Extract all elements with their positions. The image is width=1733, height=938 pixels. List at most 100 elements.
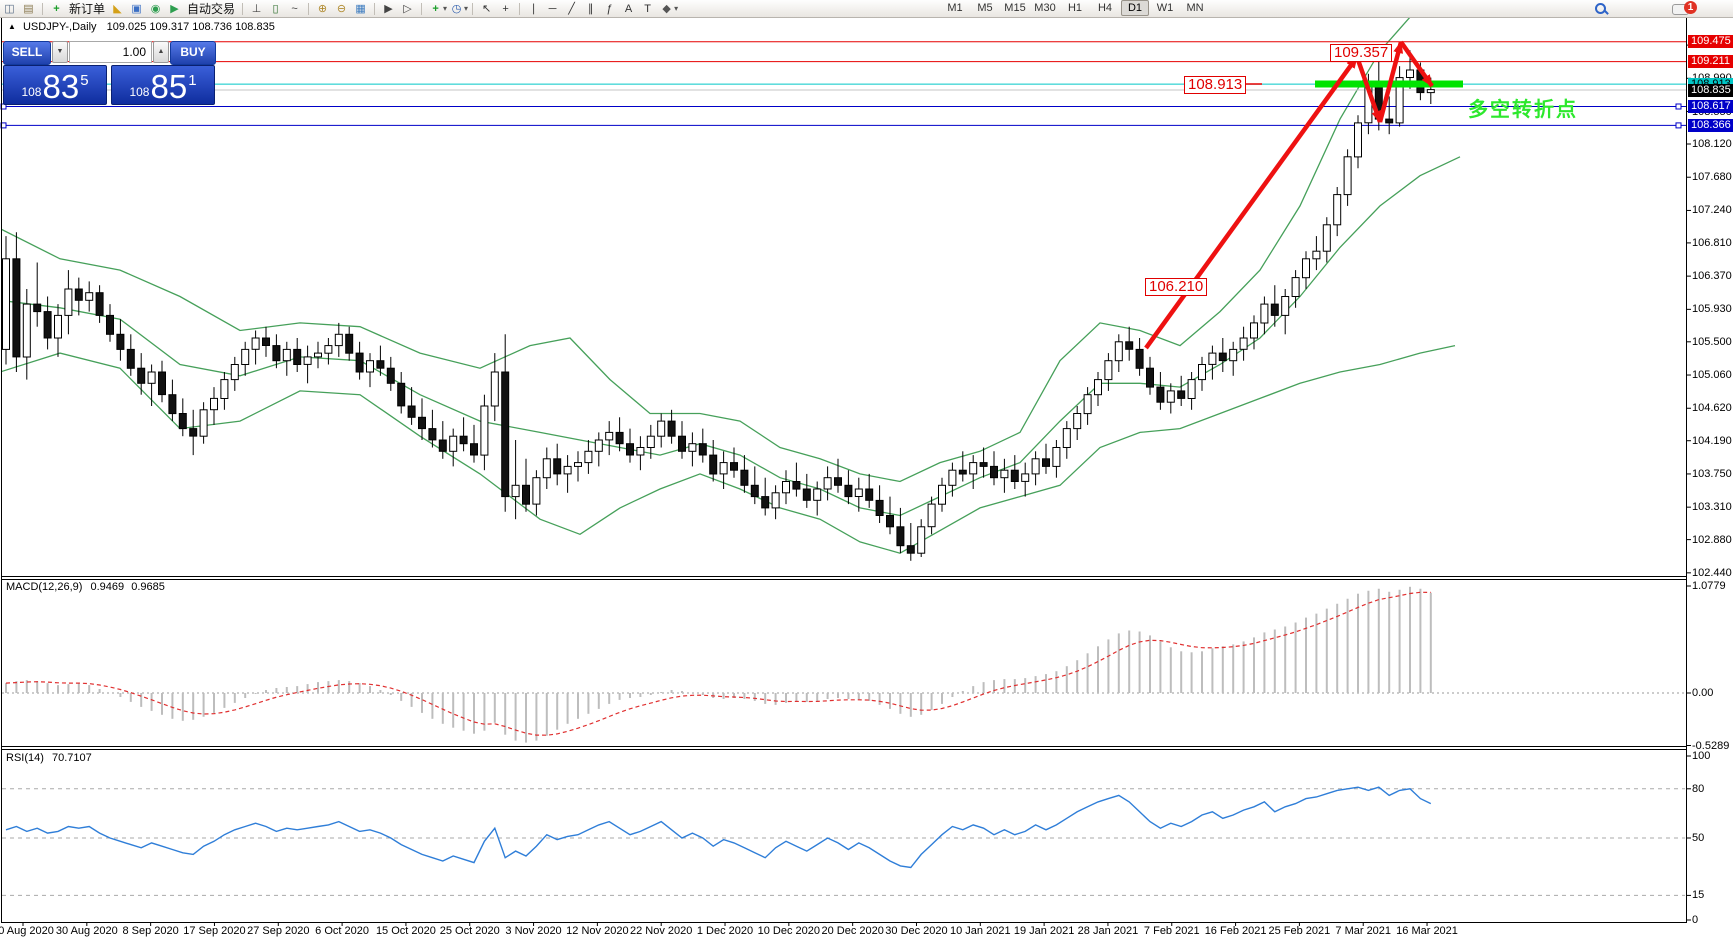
chart-profiles-icon[interactable]: ▤ bbox=[23, 2, 34, 15]
toolbar-separator bbox=[472, 2, 474, 15]
line-handle[interactable] bbox=[1675, 122, 1682, 129]
trend-arrow-2[interactable] bbox=[1377, 41, 1404, 123]
sell-price-panel[interactable]: 108 83 5 bbox=[3, 65, 107, 105]
add-indicator-icon[interactable]: + bbox=[432, 2, 439, 15]
date-label: 19 Jan 2021 bbox=[1013, 925, 1075, 937]
macd-indicator bbox=[2, 586, 1685, 743]
price-tick-label: 105.930 bbox=[1692, 303, 1732, 316]
sell-button[interactable]: SELL bbox=[3, 41, 51, 65]
date-label: 20 Dec 2020 bbox=[821, 925, 884, 937]
annotation-support-price[interactable]: 108.913 bbox=[1184, 76, 1247, 94]
timeframe-button-M5[interactable]: M5 bbox=[977, 2, 993, 14]
channel-icon[interactable]: ∥ bbox=[587, 2, 594, 15]
timeframe-button-W1[interactable]: W1 bbox=[1156, 2, 1174, 14]
terminal-icon[interactable]: ▣ bbox=[131, 2, 142, 15]
date-label: 7 Mar 2021 bbox=[1335, 925, 1392, 937]
tile-windows-icon[interactable]: ▦ bbox=[355, 2, 366, 15]
price-tick-label: 107.240 bbox=[1692, 204, 1732, 217]
collapse-icon[interactable]: ▲ bbox=[8, 22, 16, 31]
volume-increase-button[interactable]: ▲ bbox=[153, 41, 169, 63]
search-icon[interactable] bbox=[1594, 2, 1610, 16]
date-label: 22 Nov 2020 bbox=[629, 925, 693, 937]
buy-button[interactable]: BUY bbox=[170, 41, 216, 65]
fibonacci-icon[interactable]: ƒ bbox=[606, 2, 613, 15]
chart-shift-icon[interactable]: ▷ bbox=[403, 2, 412, 15]
autotrading-icon[interactable]: ▶ bbox=[170, 2, 179, 15]
rsi-tick-label: 15 bbox=[1692, 889, 1705, 902]
trend-arrow-1[interactable] bbox=[1354, 56, 1383, 123]
toolbar-separator bbox=[308, 2, 310, 15]
shapes-icon-caret[interactable]: ▾ bbox=[674, 4, 679, 13]
price-tick-label: 103.750 bbox=[1692, 467, 1732, 480]
crosshair-icon[interactable]: + bbox=[502, 2, 509, 15]
macd-main-value: 0.9469 bbox=[90, 581, 125, 593]
rsi-label: RSI(14) 70.7107 bbox=[6, 752, 92, 764]
chat-notification-badge: 1 bbox=[1684, 1, 1697, 14]
horizontal-line-icon[interactable]: ─ bbox=[548, 2, 557, 15]
annotation-turning-point-text[interactable]: 多空转折点 bbox=[1468, 99, 1578, 121]
periods-clock-icon[interactable]: ◷ bbox=[451, 2, 462, 15]
chart-ohlc-values: 109.025 109.317 108.736 108.835 bbox=[106, 21, 275, 33]
date-label: 17 Sep 2020 bbox=[183, 925, 246, 937]
trade-controls-row: SELL ▼ 1.00 ▲ BUY bbox=[3, 41, 219, 65]
date-label: 3 Nov 2020 bbox=[505, 925, 562, 937]
price-tick-label: 102.880 bbox=[1692, 533, 1732, 546]
macd-signal-value: 0.9685 bbox=[131, 581, 165, 593]
new-order-icon[interactable]: + bbox=[53, 2, 60, 15]
autotrading-label[interactable]: 自动交易 bbox=[187, 1, 236, 16]
price-tick-label: 105.060 bbox=[1692, 369, 1732, 382]
timeframe-button-M15[interactable]: M15 bbox=[1004, 2, 1026, 14]
chat-icon[interactable]: 1 bbox=[1672, 1, 1702, 16]
timeframe-button-H1[interactable]: H1 bbox=[1067, 2, 1083, 14]
toolbar-groups: ◫ ▤ + 新订单 ◣ ▣ ◉ ▶ 自动交易 ⊥ ▯ ~ ⊕ ⊖ ▦ ▶ ▷ + ▾ ◷ ▾ ↖ + ∣ ─ ╱ ∥ ƒ A T ◆ ▾ bbox=[0, 1, 678, 17]
chart-line-icon[interactable]: ~ bbox=[291, 2, 298, 15]
price-tick-label: 103.310 bbox=[1692, 501, 1732, 514]
timeframe-button-M1[interactable]: M1 bbox=[947, 2, 963, 14]
new-chart-icon[interactable]: ◫ bbox=[4, 2, 15, 15]
trend-arrow-0[interactable] bbox=[1144, 55, 1359, 350]
periods-clock-icon-caret[interactable]: ▾ bbox=[464, 4, 469, 13]
shapes-icon[interactable]: ◆ bbox=[662, 2, 671, 15]
text-icon[interactable]: A bbox=[624, 2, 633, 15]
toolbar-separator bbox=[519, 2, 521, 15]
date-label: 7 Feb 2021 bbox=[1143, 925, 1200, 937]
annotation-breakout-price[interactable]: 106.210 bbox=[1145, 278, 1208, 296]
sell-price-pips: 83 bbox=[42, 68, 80, 105]
trend-arrow-3[interactable] bbox=[1399, 40, 1434, 88]
buy-price-panel[interactable]: 108 85 1 bbox=[111, 65, 215, 105]
cursor-icon[interactable]: ↖ bbox=[481, 2, 492, 15]
vertical-line-icon[interactable]: ∣ bbox=[530, 2, 537, 15]
trendline-icon[interactable]: ╱ bbox=[568, 2, 575, 15]
chart-bars-icon[interactable]: ⊥ bbox=[251, 2, 262, 15]
date-label: 6 Oct 2020 bbox=[315, 925, 370, 937]
timeframe-button-D1[interactable]: D1 bbox=[1121, 0, 1149, 16]
volume-decrease-button[interactable]: ▼ bbox=[52, 41, 68, 63]
zoom-in-icon[interactable]: ⊕ bbox=[317, 2, 328, 15]
line-handle[interactable] bbox=[1675, 103, 1682, 110]
add-indicator-icon-caret[interactable]: ▾ bbox=[443, 4, 448, 13]
zoom-out-icon[interactable]: ⊖ bbox=[336, 2, 347, 15]
search-magnifier-handle bbox=[1603, 9, 1609, 15]
price-badge-108.835: 108.835 bbox=[1688, 83, 1733, 97]
autoscroll-icon[interactable]: ▶ bbox=[384, 2, 393, 15]
date-label: 12 Nov 2020 bbox=[566, 925, 629, 937]
label-icon[interactable]: T bbox=[644, 2, 651, 15]
rsi-indicator bbox=[2, 786, 1685, 896]
rsi-tick-label: 100 bbox=[1692, 750, 1711, 762]
date-label: 10 Jan 2021 bbox=[950, 925, 1011, 937]
price-badge-108.617: 108.617 bbox=[1688, 99, 1733, 113]
chart-candles-icon[interactable]: ▯ bbox=[272, 2, 279, 15]
price-tick-label: 106.810 bbox=[1692, 236, 1732, 249]
price-tick-label: 102.440 bbox=[1692, 566, 1732, 579]
timeframe-button-H4[interactable]: H4 bbox=[1097, 2, 1113, 14]
timeframe-button-M30[interactable]: M30 bbox=[1034, 2, 1056, 14]
styles-icon[interactable]: ◣ bbox=[113, 2, 122, 15]
new-order-label[interactable]: 新订单 bbox=[69, 1, 106, 16]
volume-input[interactable]: 1.00 bbox=[69, 41, 152, 63]
alerts-icon[interactable]: ◉ bbox=[150, 2, 161, 15]
timeframe-button-MN[interactable]: MN bbox=[1186, 2, 1204, 14]
annotation-peak-price[interactable]: 109.357 bbox=[1330, 44, 1393, 62]
date-label: 28 Jan 2021 bbox=[1077, 925, 1139, 937]
price-badge-108.366: 108.366 bbox=[1688, 118, 1733, 132]
